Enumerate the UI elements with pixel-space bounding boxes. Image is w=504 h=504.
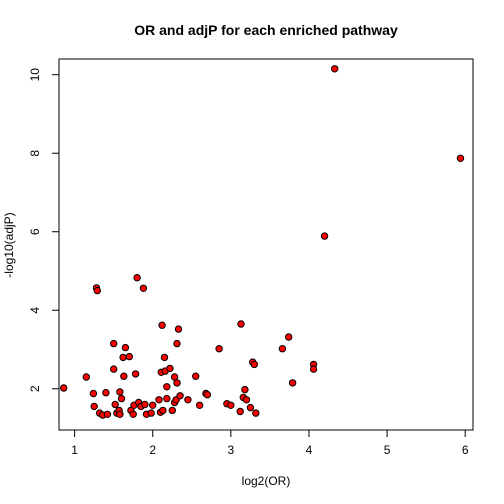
x-axis: 1 2 3 4 5 6 [71,429,469,457]
y-axis-label: -log10(adjP) [2,212,16,277]
chart-title: OR and adjP for each enriched pathway [134,22,398,38]
y-tick-label: 2 [28,385,42,392]
y-axis: 2 4 6 8 10 [28,68,60,392]
data-point [147,409,155,417]
data-point [320,232,329,240]
data-point [121,343,130,352]
data-point [89,389,98,398]
x-tick-label: 4 [306,443,313,457]
x-tick-label: 3 [228,443,235,457]
data-point [116,410,124,418]
data-point [166,364,174,373]
data-point [176,392,184,400]
data-point [111,400,119,409]
data-point [125,352,134,361]
data-point [250,360,259,369]
data-point [192,372,200,380]
data-point [117,394,126,403]
data-point [102,389,110,397]
data-point [184,396,192,404]
data-point [139,284,148,292]
data-point [160,353,169,362]
data-point [90,402,98,411]
x-tick-label: 5 [384,443,391,457]
data-point [331,65,339,73]
data-point [159,406,167,415]
data-point [119,353,127,362]
data-point [309,365,318,373]
x-axis-label: log2(OR) [242,474,291,488]
data-point [82,373,91,381]
y-tick-label: 10 [28,68,42,82]
data-point [131,370,140,378]
data-point [173,379,181,387]
data-point [456,154,465,163]
data-point [288,379,297,387]
data-point [129,410,137,418]
y-tick-label: 8 [28,150,42,157]
data-points [60,65,465,419]
x-tick-label: 6 [462,443,469,457]
data-point [93,286,102,295]
data-point [60,384,68,392]
data-point [149,401,157,409]
data-point [141,400,149,409]
data-point [110,339,118,348]
data-point [242,396,251,404]
data-point [285,333,293,341]
data-point [227,401,235,409]
data-point [168,406,177,415]
data-point [103,410,112,418]
x-tick-label: 1 [71,443,78,457]
x-tick-label: 2 [149,443,156,457]
data-point [195,401,204,409]
data-point [215,345,223,353]
data-point [133,274,141,282]
data-point [241,385,249,394]
data-point [173,339,181,348]
data-point [174,325,183,333]
y-tick-label: 4 [28,307,42,314]
data-point [158,321,166,329]
y-tick-label: 6 [28,228,42,235]
data-point [120,372,128,380]
data-point [203,391,212,399]
data-point [163,383,171,391]
data-point [155,396,163,404]
data-point [110,365,118,373]
data-point [116,388,124,396]
data-point [237,320,245,328]
data-point [163,394,171,403]
data-point [246,403,255,412]
data-point [278,345,287,353]
data-point [252,409,260,417]
data-point [236,407,244,416]
